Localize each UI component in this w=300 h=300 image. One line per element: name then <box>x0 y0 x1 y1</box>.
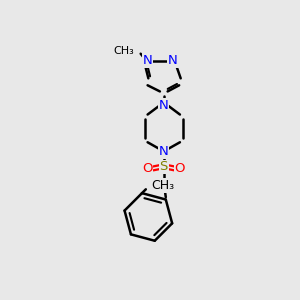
Text: S: S <box>160 160 168 173</box>
Text: N: N <box>168 54 178 67</box>
Text: N: N <box>143 54 152 67</box>
Text: CH₃: CH₃ <box>151 179 174 192</box>
Text: CH₃: CH₃ <box>113 46 134 56</box>
Text: O: O <box>175 162 185 175</box>
Text: N: N <box>159 145 169 158</box>
Text: O: O <box>142 162 153 175</box>
Text: N: N <box>159 99 169 112</box>
